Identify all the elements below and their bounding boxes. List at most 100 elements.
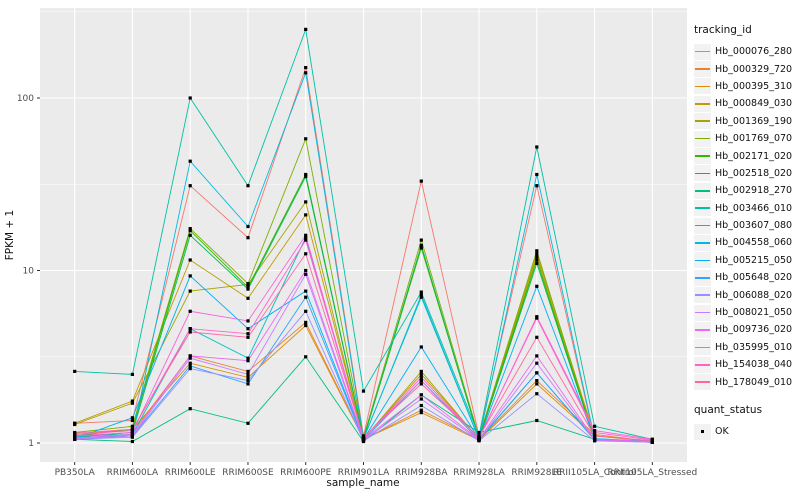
legend-entry: Hb_000329_720 — [694, 60, 798, 78]
data-point-square — [535, 255, 539, 259]
x-tick-label: RRIM901LA — [338, 468, 390, 478]
legend-entry: Hb_003466_010 — [694, 200, 798, 217]
legend-label: Hb_005648_020 — [715, 272, 793, 284]
legend-label: Hb_002918_270 — [715, 185, 793, 197]
data-point-square — [73, 436, 77, 440]
data-point-square — [246, 375, 250, 379]
data-point-square — [130, 432, 134, 437]
y-tick-label: 1 — [28, 439, 34, 449]
data-point-square — [535, 371, 539, 375]
data-point-square — [73, 422, 77, 427]
legend-key — [694, 43, 711, 60]
x-tick-label: RRII105LA_Stressed — [607, 468, 697, 478]
data-point-square — [535, 258, 539, 262]
data-point-square — [419, 290, 423, 294]
legend-entry: Hb_003607_080 — [694, 217, 798, 234]
data-point-square — [304, 355, 308, 359]
x-tick-label: RRIM600LE — [165, 468, 216, 478]
data-point-square — [130, 430, 134, 435]
data-point-square — [130, 401, 134, 405]
legend-entry-ok: OK — [694, 423, 798, 440]
data-point-square — [535, 172, 539, 177]
data-point-square — [535, 392, 539, 396]
data-point-square — [304, 289, 308, 293]
legend-key — [694, 200, 711, 217]
legend-entry: Hb_002171_020 — [694, 147, 798, 165]
legend-key — [694, 287, 711, 304]
data-point-square — [535, 284, 539, 288]
legend-color-line-icon — [695, 50, 710, 53]
legend-key — [694, 95, 711, 112]
data-point-square — [419, 372, 423, 376]
legend-color-line-icon — [695, 259, 710, 262]
legend-label: Hb_004558_060 — [715, 237, 793, 249]
legend-color-line-icon — [695, 294, 710, 296]
x-axis-title: sample_name — [326, 477, 400, 489]
data-point-square — [419, 369, 423, 373]
data-point-square — [593, 429, 597, 433]
data-point-square — [130, 424, 134, 428]
data-point-square — [188, 367, 192, 371]
legend-entry: Hb_001769_070 — [694, 130, 798, 147]
legend-color-line-icon — [695, 103, 710, 105]
legend-entry: Hb_006088_020 — [694, 286, 798, 304]
data-point-square — [246, 372, 250, 376]
legend-entry: Hb_005215_050 — [694, 252, 798, 269]
data-point-square — [419, 293, 423, 297]
legend-color-line-icon — [695, 137, 710, 140]
legend-label: Hb_003466_010 — [715, 202, 793, 214]
data-point-square — [246, 335, 250, 339]
legend-color-line-icon — [695, 242, 710, 244]
legend-entry: Hb_009736_020 — [694, 321, 798, 338]
legend-color-line-icon — [695, 120, 710, 123]
data-point-square — [304, 27, 308, 31]
legend-color-line-icon — [695, 190, 710, 192]
legend-color-line-icon — [695, 172, 710, 175]
legend-entries: Hb_000076_280 Hb_000329_720 Hb_000395_310 H… — [694, 43, 798, 391]
legend-label: Hb_000395_310 — [715, 80, 793, 92]
legend-label: Hb_000329_720 — [715, 63, 793, 75]
data-point-square — [73, 431, 77, 435]
data-point-square — [188, 184, 192, 188]
data-point-square — [130, 399, 134, 403]
legend-entry: Hb_002518_020 — [694, 165, 798, 182]
legend-entry: Hb_035995_010 — [694, 339, 798, 356]
x-tick-label: RRIM928BA — [395, 468, 448, 478]
data-point-square — [188, 227, 192, 231]
data-point-square — [477, 430, 481, 435]
legend-label: Hb_008021_050 — [715, 307, 793, 319]
legend-color-line-icon — [695, 381, 710, 383]
data-point-square — [361, 435, 366, 439]
data-point-square — [419, 246, 423, 250]
legend-key — [694, 269, 711, 286]
data-point-square — [188, 361, 192, 365]
data-point-square — [304, 309, 308, 313]
data-point-square — [188, 96, 192, 100]
data-point-square — [304, 233, 308, 237]
legend-key — [694, 61, 711, 78]
data-point-square — [304, 268, 308, 273]
legend-entry: Hb_178049_010 — [694, 373, 798, 391]
data-point-square — [246, 319, 250, 323]
data-point-square — [246, 224, 250, 229]
data-point-square — [304, 172, 308, 177]
data-point-square — [419, 238, 423, 242]
data-point-square — [188, 407, 192, 411]
legend-color-line-icon — [695, 85, 710, 88]
legend-key — [694, 423, 711, 440]
legend-color-line-icon — [695, 363, 710, 366]
data-point-square — [246, 332, 250, 336]
legend-entry: Hb_000849_030 — [694, 95, 798, 112]
legend-label: Hb_002171_020 — [715, 150, 793, 162]
legend-color-line-icon — [695, 311, 710, 314]
y-axis-title: FPKM + 1 — [4, 209, 16, 261]
y-tick-label: 10 — [23, 267, 35, 277]
legend-key — [694, 321, 711, 338]
data-point-square — [188, 233, 192, 237]
data-point-square — [593, 437, 597, 441]
data-point-square — [246, 356, 250, 360]
legend-label: Hb_006088_020 — [715, 289, 793, 301]
data-point-square — [535, 261, 539, 265]
